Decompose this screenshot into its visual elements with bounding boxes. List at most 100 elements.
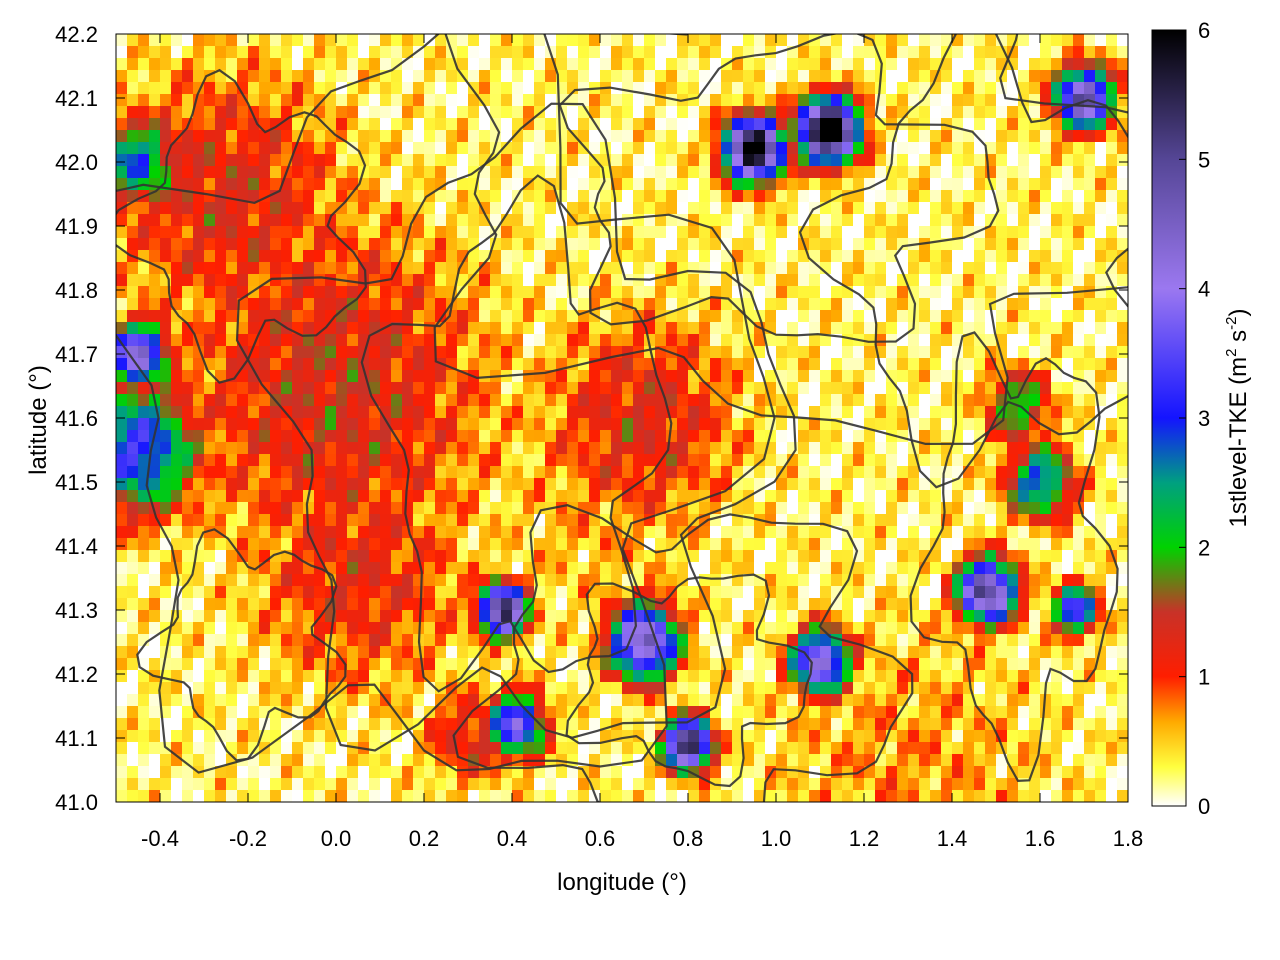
heat-cell	[523, 334, 535, 347]
heat-cell	[204, 238, 216, 251]
heat-cell	[622, 298, 634, 311]
heat-cell	[160, 634, 172, 647]
heat-cell	[457, 322, 469, 335]
heat-cell	[798, 478, 810, 491]
heat-cell	[743, 442, 755, 455]
heat-cell	[963, 646, 975, 659]
heat-cell	[380, 610, 392, 623]
heat-cell	[787, 394, 799, 407]
heat-cell	[952, 34, 964, 47]
heat-cell	[963, 490, 975, 503]
heat-cell	[721, 670, 733, 683]
heat-cell	[875, 622, 887, 635]
heat-cell	[556, 358, 568, 371]
heat-cell	[721, 310, 733, 323]
heat-cell	[809, 358, 821, 371]
heat-cell	[853, 82, 865, 95]
heat-cell	[149, 550, 161, 563]
heat-cell	[490, 586, 502, 599]
heat-cell	[413, 226, 425, 239]
heat-cell	[116, 586, 128, 599]
heat-cell	[138, 274, 150, 287]
heat-cell	[1062, 274, 1074, 287]
heat-cell	[567, 526, 579, 539]
heat-cell	[897, 82, 909, 95]
heat-cell	[182, 490, 194, 503]
heat-cell	[435, 370, 447, 383]
heat-cell	[215, 130, 227, 143]
heat-cell	[347, 166, 359, 179]
heat-cell	[1040, 394, 1052, 407]
heat-cell	[1117, 418, 1128, 431]
heat-cell	[677, 358, 689, 371]
heat-cell	[1029, 610, 1041, 623]
heat-cell	[886, 490, 898, 503]
heat-cell	[798, 214, 810, 227]
heat-cell	[699, 610, 711, 623]
heat-cell	[226, 418, 238, 431]
heat-cell	[556, 514, 568, 527]
heat-cell	[138, 682, 150, 695]
heat-cell	[798, 574, 810, 587]
heat-cell	[369, 586, 381, 599]
heat-cell	[886, 106, 898, 119]
heat-cell	[875, 142, 887, 155]
heat-cell	[919, 490, 931, 503]
heat-cell	[1095, 154, 1107, 167]
heat-cell	[1073, 142, 1085, 155]
heat-cell	[721, 370, 733, 383]
heat-cell	[413, 610, 425, 623]
heat-cell	[655, 574, 667, 587]
heat-cell	[820, 166, 832, 179]
heat-cell	[1007, 574, 1019, 587]
heat-cell	[666, 466, 678, 479]
heat-cell	[402, 106, 414, 119]
heat-cell	[116, 190, 128, 203]
heat-cell	[710, 130, 722, 143]
heat-cell	[919, 574, 931, 587]
heat-cell	[1007, 322, 1019, 335]
heat-cell	[138, 46, 150, 59]
heat-cell	[501, 286, 513, 299]
heat-cell	[666, 502, 678, 515]
heat-cell	[523, 562, 535, 575]
heat-cell	[809, 226, 821, 239]
heat-cell	[853, 166, 865, 179]
heat-cell	[512, 142, 524, 155]
heat-cell	[347, 502, 359, 515]
heat-cell	[633, 406, 645, 419]
heat-cell	[798, 430, 810, 443]
heat-cell	[809, 286, 821, 299]
heat-cell	[534, 310, 546, 323]
heat-cell	[1062, 166, 1074, 179]
heat-cell	[633, 418, 645, 431]
heat-cell	[424, 382, 436, 395]
heat-cell	[248, 502, 260, 515]
heat-cell	[875, 106, 887, 119]
heat-cell	[787, 382, 799, 395]
heat-cell	[864, 238, 876, 251]
heat-cell	[743, 346, 755, 359]
heat-cell	[380, 430, 392, 443]
heat-cell	[600, 58, 612, 71]
heat-cell	[754, 94, 766, 107]
heat-cell	[831, 214, 843, 227]
heat-cell	[204, 322, 216, 335]
heat-cell	[732, 406, 744, 419]
heat-cell	[600, 382, 612, 395]
heat-cell	[633, 646, 645, 659]
heat-cell	[820, 562, 832, 575]
heat-cell	[501, 202, 513, 215]
heat-cell	[391, 202, 403, 215]
heat-cell	[842, 178, 854, 191]
heat-cell	[171, 238, 183, 251]
heat-cell	[281, 598, 293, 611]
heat-cell	[138, 82, 150, 95]
heat-cell	[512, 250, 524, 263]
heat-cell	[402, 658, 414, 671]
heat-cell	[457, 310, 469, 323]
heat-cell	[666, 154, 678, 167]
heat-cell	[644, 334, 656, 347]
heat-cell	[787, 142, 799, 155]
heat-cell	[215, 526, 227, 539]
